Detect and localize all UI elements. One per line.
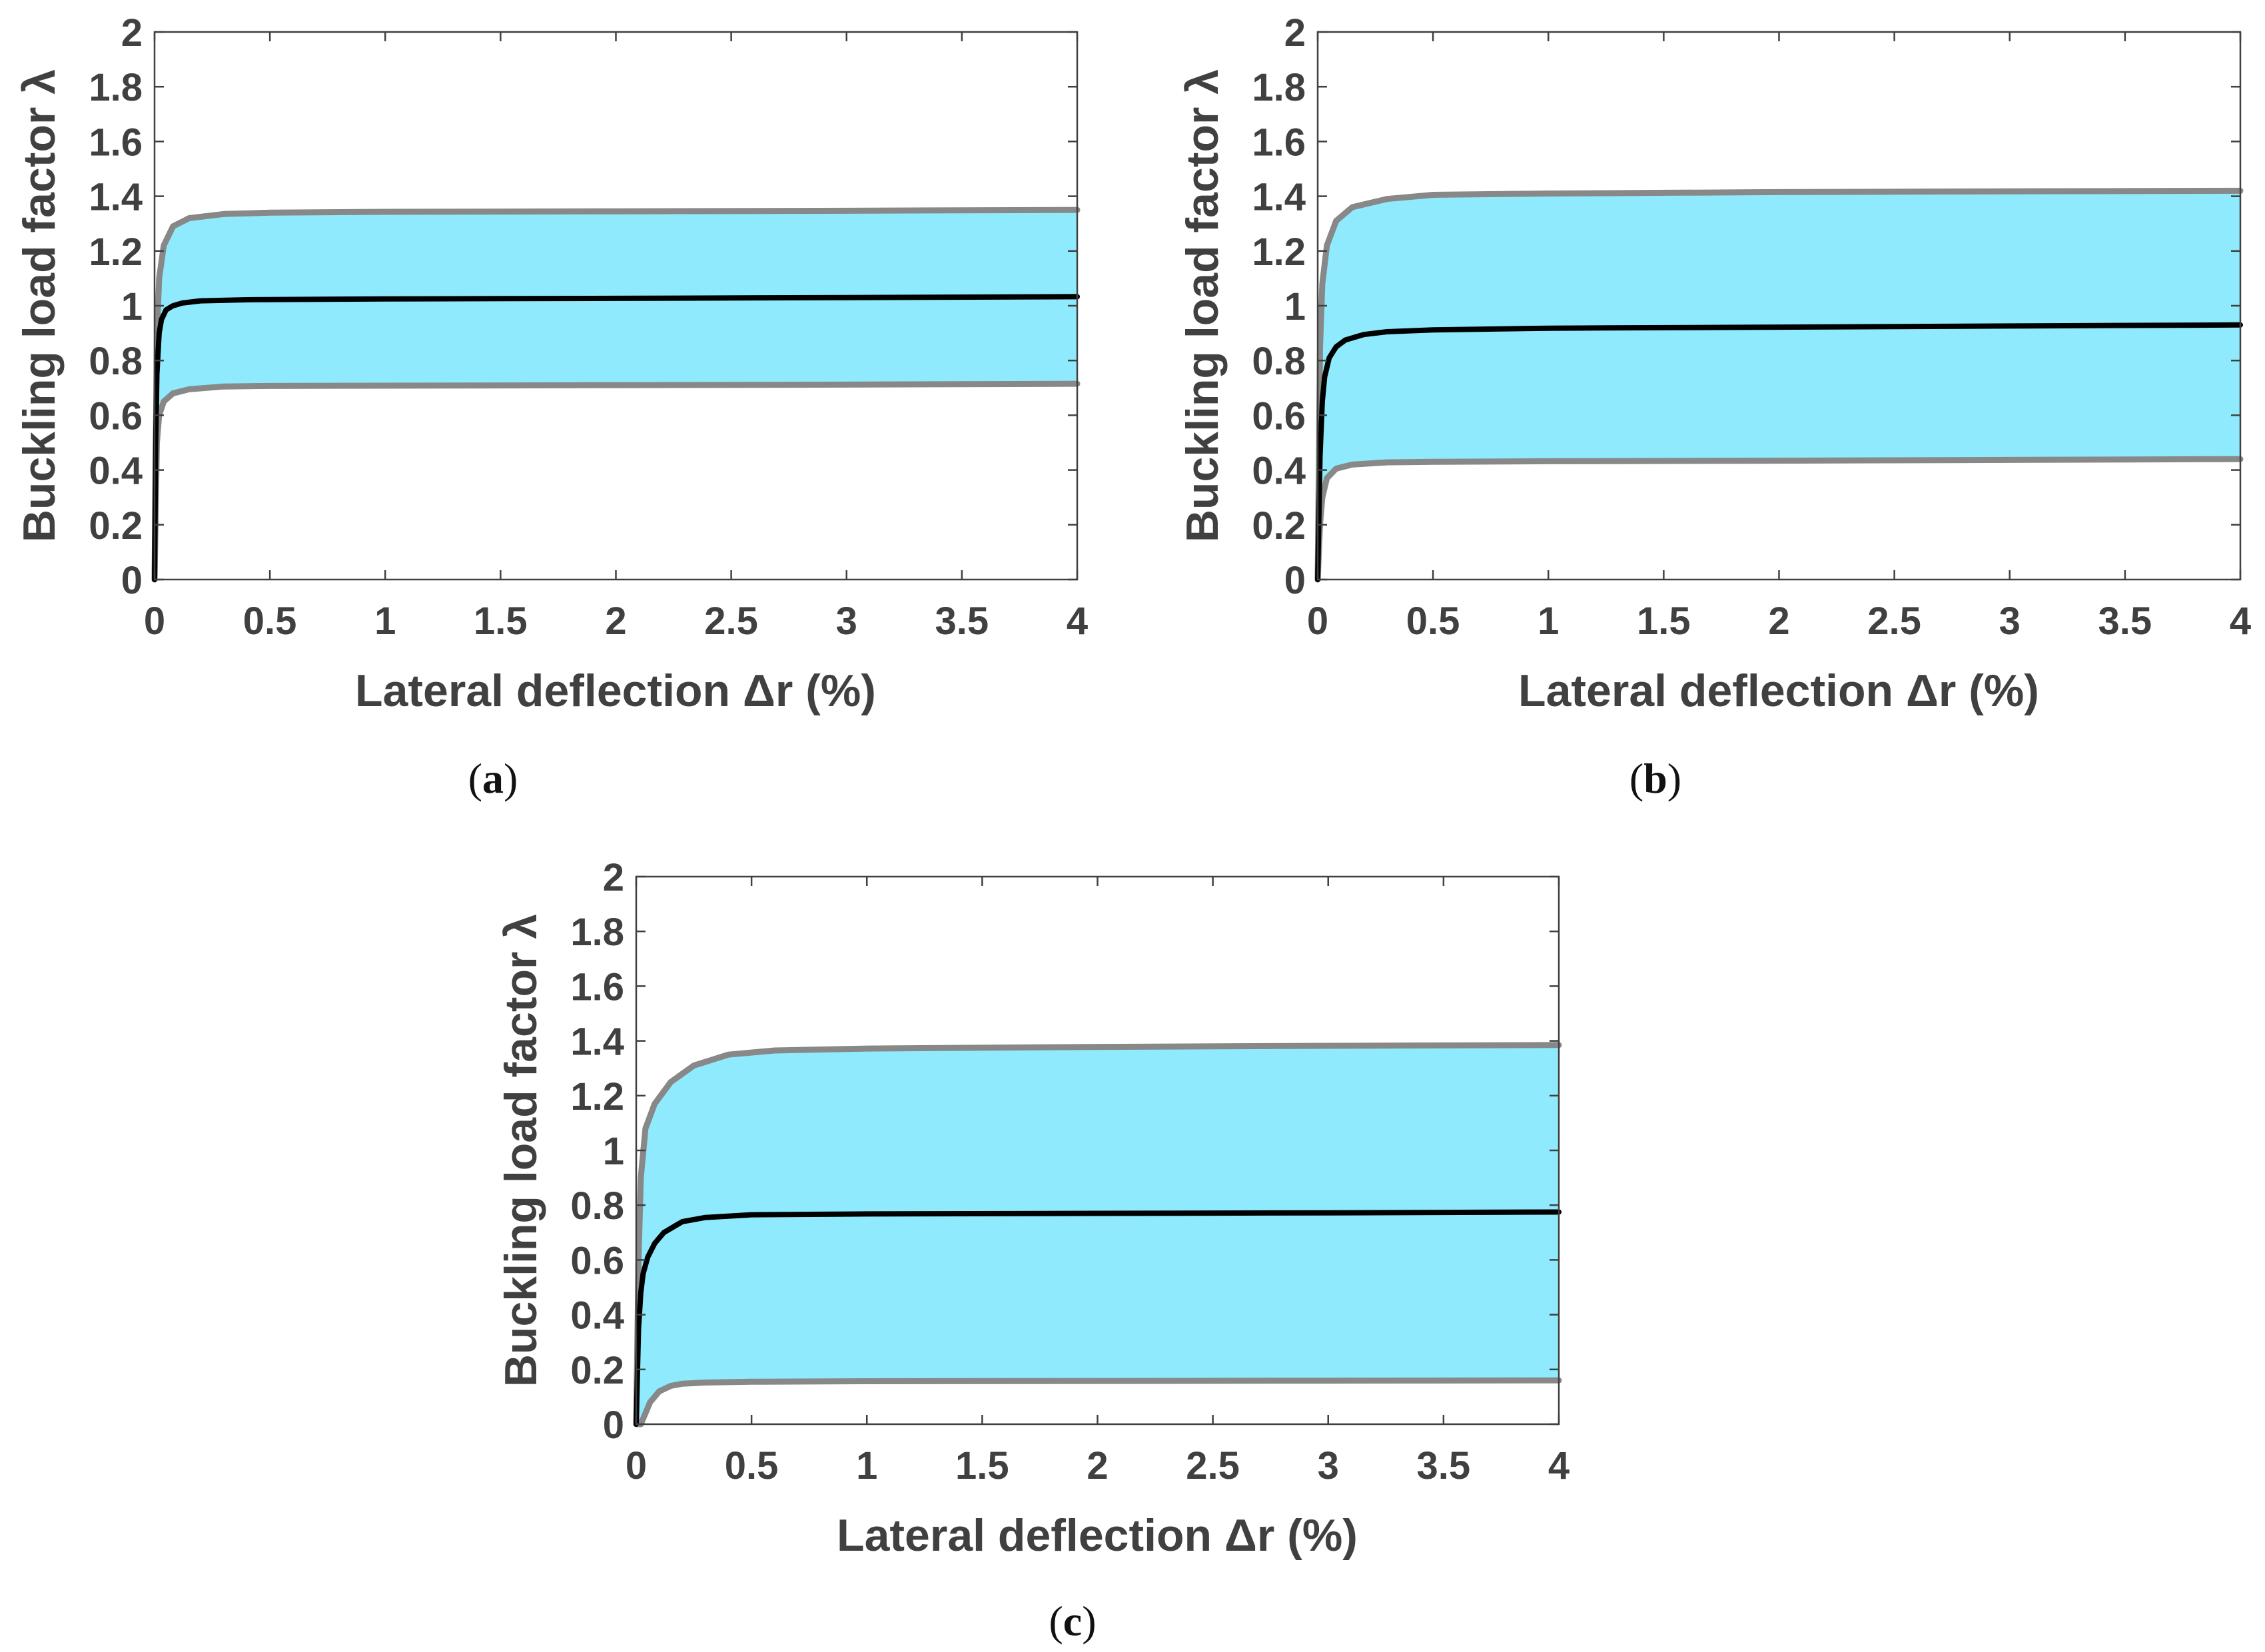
y-tick-label-b-6: 1.2 (1252, 230, 1306, 274)
lower-envelope-line-c (633, 1377, 1562, 1428)
y-tick-label-c-8: 1.6 (570, 965, 624, 1009)
y-tick-label-a-7: 1.4 (89, 176, 143, 219)
caption-c: (c) (1049, 1597, 1096, 1645)
y-tick-label-a-1: 0.2 (89, 504, 143, 548)
y-tick-label-b-0: 0 (1284, 559, 1306, 602)
x-tick-label-a-8: 4 (1067, 600, 1088, 643)
y-tick-label-b-9: 1.8 (1252, 66, 1306, 109)
x-axis-title-a: Lateral deflection Δr (%) (355, 665, 876, 716)
x-tick-label-a-4: 2 (605, 600, 626, 643)
x-tick-label-b-8: 4 (2230, 600, 2251, 643)
x-tick-label-b-2: 1 (1538, 600, 1559, 643)
y-tick-label-c-9: 1.8 (570, 911, 624, 954)
uncertainty-band-c (636, 1044, 1559, 1424)
uncertainty-band-a (155, 210, 1077, 580)
x-axis-title-c: Lateral deflection Δr (%) (837, 1510, 1358, 1561)
y-tick-label-b-3: 0.6 (1252, 394, 1306, 438)
plot-area-a (151, 206, 1081, 583)
y-tick-label-c-3: 0.6 (570, 1239, 624, 1282)
uncertainty-band-b (1318, 191, 2240, 580)
caption-b: (b) (1629, 755, 1681, 802)
x-tick-label-c-8: 4 (1548, 1444, 1570, 1487)
plot-area-c (633, 1042, 1562, 1428)
lower-envelope-line-a (151, 380, 1081, 583)
plot-area-b (1314, 187, 2244, 583)
y-tick-label-b-7: 1.4 (1252, 176, 1306, 219)
x-tick-label-b-1: 0.5 (1406, 600, 1460, 643)
x-tick-label-a-7: 3.5 (935, 600, 989, 643)
y-tick-label-b-1: 0.2 (1252, 504, 1306, 548)
y-tick-label-c-10: 2 (603, 856, 624, 899)
y-axis-title-b: Buckling load factor λ (1177, 69, 1228, 542)
caption-a: (a) (468, 755, 518, 802)
x-tick-label-a-2: 1 (374, 600, 396, 643)
x-tick-label-b-7: 3.5 (2098, 600, 2152, 643)
y-tick-label-a-8: 1.6 (89, 121, 143, 164)
x-tick-label-b-0: 0 (1307, 600, 1328, 643)
mean-line-c (634, 1209, 1562, 1427)
y-tick-label-a-6: 1.2 (89, 230, 143, 274)
mean-line-b (1315, 322, 2243, 582)
axes-b: 0 0.5 1 1.5 2 2.5 3 3.5 4 0 0.2 0.4 0.6 0.8 1 1.2 1.4 1.6… (1252, 11, 2251, 643)
x-tick-label-c-6: 3 (1318, 1444, 1339, 1487)
y-tick-label-a-9: 1.8 (89, 66, 143, 109)
x-tick-label-a-3: 1.5 (474, 600, 528, 643)
x-tick-label-c-0: 0 (626, 1444, 647, 1487)
y-tick-label-b-2: 0.4 (1252, 450, 1306, 493)
x-tick-label-c-5: 2.5 (1186, 1444, 1240, 1487)
y-tick-label-c-5: 1 (603, 1130, 624, 1173)
panel-a: 0 0.5 1 1.5 2 2.5 3 3.5 4 0 0.2 0.4 0.6 0.8 1 1.2 1.4 1.6… (14, 11, 1088, 802)
x-tick-label-c-7: 3.5 (1417, 1444, 1471, 1487)
y-tick-label-c-0: 0 (603, 1404, 624, 1447)
y-tick-label-c-2: 0.4 (570, 1294, 624, 1338)
x-tick-label-b-4: 2 (1768, 600, 1789, 643)
x-tick-label-b-6: 3 (1999, 600, 2021, 643)
panel-c: 0 0.5 1 1.5 2 2.5 3 3.5 4 0 0.2 0.4 0.6 0.8 1 1.2 1.4 1.6… (496, 856, 1570, 1645)
y-tick-label-a-0: 0 (121, 559, 143, 602)
x-tick-label-c-1: 0.5 (725, 1444, 779, 1487)
x-tick-label-b-5: 2.5 (1867, 600, 1921, 643)
y-tick-label-c-7: 1.4 (570, 1021, 624, 1064)
x-tick-label-c-2: 1 (856, 1444, 877, 1487)
upper-envelope-line-a (151, 206, 1081, 583)
y-tick-label-a-5: 1 (121, 285, 143, 328)
lower-envelope-line-b (1314, 456, 2244, 583)
x-tick-label-a-1: 0.5 (243, 600, 297, 643)
y-tick-label-b-4: 0.8 (1252, 340, 1306, 383)
mean-line-a (152, 294, 1080, 582)
x-tick-label-c-3: 1.5 (955, 1444, 1009, 1487)
panel-b: 0 0.5 1 1.5 2 2.5 3 3.5 4 0 0.2 0.4 0.6 0.8 1 1.2 1.4 1.6… (1177, 11, 2251, 802)
y-tick-label-a-2: 0.4 (89, 450, 143, 493)
y-tick-label-b-5: 1 (1284, 285, 1306, 328)
upper-envelope-line-b (1314, 187, 2244, 583)
upper-envelope-line-c (633, 1042, 1562, 1428)
y-tick-label-c-1: 0.2 (570, 1349, 624, 1392)
y-tick-label-b-10: 2 (1284, 11, 1306, 55)
y-tick-label-a-3: 0.6 (89, 394, 143, 438)
x-tick-label-a-0: 0 (144, 600, 165, 643)
x-tick-label-b-3: 1.5 (1637, 600, 1691, 643)
y-tick-label-a-10: 2 (121, 11, 143, 55)
y-axis-title-c: Buckling load factor λ (496, 914, 546, 1387)
axes-c: 0 0.5 1 1.5 2 2.5 3 3.5 4 0 0.2 0.4 0.6 0.8 1 1.2 1.4 1.6… (570, 856, 1570, 1487)
x-axis-title-b: Lateral deflection Δr (%) (1518, 665, 2039, 716)
x-tick-label-c-4: 2 (1087, 1444, 1108, 1487)
axes-a: 0 0.5 1 1.5 2 2.5 3 3.5 4 0 0.2 0.4 0.6 0.8 1 1.2 1.4 1.6… (89, 11, 1088, 643)
y-tick-label-b-8: 1.6 (1252, 121, 1306, 164)
x-tick-label-a-5: 2.5 (704, 600, 758, 643)
x-tick-label-a-6: 3 (836, 600, 857, 643)
y-tick-label-c-6: 1.2 (570, 1075, 624, 1118)
y-axis-title-a: Buckling load factor λ (14, 69, 65, 542)
y-tick-label-c-4: 0.8 (570, 1184, 624, 1228)
y-tick-label-a-4: 0.8 (89, 340, 143, 383)
